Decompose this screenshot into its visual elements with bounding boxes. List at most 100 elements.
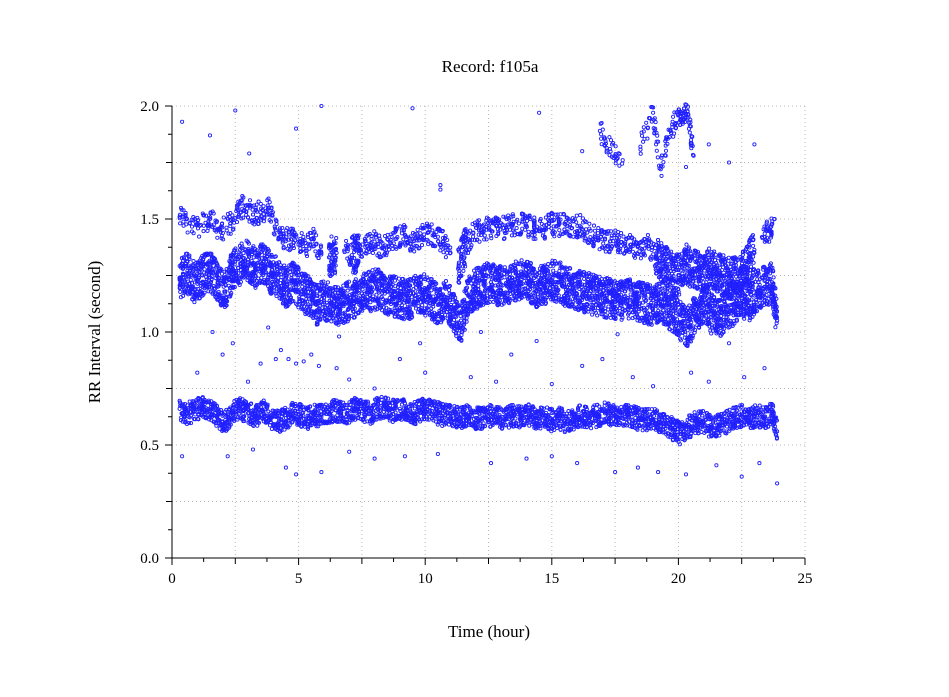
- data-point: [316, 310, 321, 315]
- data-point: [752, 142, 757, 147]
- data-point: [687, 124, 692, 129]
- data-point: [302, 287, 307, 292]
- data-point: [216, 278, 221, 283]
- data-point: [291, 288, 297, 293]
- data-point: [254, 250, 259, 255]
- data-point: [274, 293, 279, 299]
- data-point: [613, 161, 618, 166]
- data-point: [314, 299, 319, 304]
- data-point: [242, 274, 247, 279]
- data-point: [626, 316, 631, 321]
- data-point: [248, 273, 254, 278]
- data-point: [263, 264, 268, 269]
- data-point: [186, 286, 191, 291]
- data-point: [283, 294, 288, 300]
- data-point: [318, 288, 323, 293]
- data-point: [360, 287, 365, 292]
- data-point: [758, 300, 763, 305]
- data-point: [202, 270, 207, 275]
- data-point: [276, 271, 281, 276]
- data-point: [615, 155, 620, 161]
- data-point: [688, 138, 694, 143]
- data-point: [274, 263, 279, 268]
- data-point: [234, 272, 239, 277]
- data-point: [319, 103, 324, 109]
- data-point: [604, 150, 609, 155]
- data-point: [228, 285, 233, 290]
- data-point: [208, 280, 213, 285]
- data-point: [281, 287, 286, 292]
- data-point: [221, 215, 226, 220]
- data-point: [315, 322, 320, 327]
- data-point: [420, 303, 425, 308]
- data-point: [641, 125, 646, 130]
- data-point: [193, 266, 198, 271]
- data-point: [216, 266, 221, 271]
- data-point: [630, 375, 635, 380]
- data-point: [397, 357, 402, 362]
- data-point: [223, 275, 228, 280]
- data-point: [180, 282, 185, 287]
- data-point: [216, 291, 221, 297]
- data-point: [773, 325, 778, 330]
- data-point: [179, 278, 184, 284]
- data-point: [231, 259, 236, 264]
- data-point: [233, 252, 239, 258]
- data-point: [580, 149, 585, 154]
- data-point: [225, 454, 230, 459]
- data-point: [305, 289, 311, 294]
- data-point: [247, 270, 252, 275]
- data-point: [580, 363, 585, 368]
- data-point: [334, 366, 339, 371]
- data-point: [680, 121, 685, 126]
- data-point: [293, 268, 298, 273]
- data-point: [185, 268, 190, 273]
- data-point: [242, 264, 247, 270]
- data-point: [185, 290, 190, 295]
- data-point: [397, 406, 402, 411]
- data-point: [686, 112, 691, 117]
- data-point: [233, 108, 238, 113]
- data-point: [213, 286, 218, 291]
- data-point: [324, 300, 329, 305]
- data-point: [187, 274, 192, 279]
- data-point: [207, 133, 213, 138]
- data-point: [292, 264, 297, 269]
- data-point: [265, 249, 270, 254]
- data-point: [189, 263, 194, 268]
- data-point: [189, 284, 194, 289]
- data-point: [645, 125, 650, 130]
- data-point: [177, 275, 182, 280]
- data-point: [418, 341, 423, 346]
- data-point: [349, 253, 354, 258]
- data-point: [321, 308, 326, 313]
- data-point: [272, 254, 277, 259]
- data-point: [191, 258, 196, 264]
- data-point: [599, 132, 604, 137]
- data-point: [178, 289, 183, 294]
- data-point: [590, 312, 595, 317]
- data-point: [683, 164, 689, 170]
- data-point: [688, 117, 693, 122]
- chart-title: Record: f105a: [442, 57, 539, 76]
- data-point: [270, 282, 276, 287]
- data-point: [684, 102, 689, 107]
- data-point: [670, 125, 675, 130]
- data-point: [223, 294, 229, 299]
- data-point: [241, 259, 246, 264]
- data-point: [184, 263, 189, 268]
- data-point: [196, 280, 201, 285]
- data-point: [319, 287, 324, 292]
- data-point: [294, 472, 299, 477]
- data-point: [284, 286, 290, 291]
- data-point: [690, 152, 696, 157]
- data-point: [684, 112, 689, 117]
- data-point: [246, 249, 251, 254]
- data-point: [317, 283, 322, 288]
- data-point: [286, 289, 291, 294]
- data-point: [546, 262, 551, 267]
- data-point: [231, 285, 236, 290]
- data-point: [206, 289, 211, 294]
- data-point: [663, 143, 668, 148]
- data-point: [280, 292, 285, 297]
